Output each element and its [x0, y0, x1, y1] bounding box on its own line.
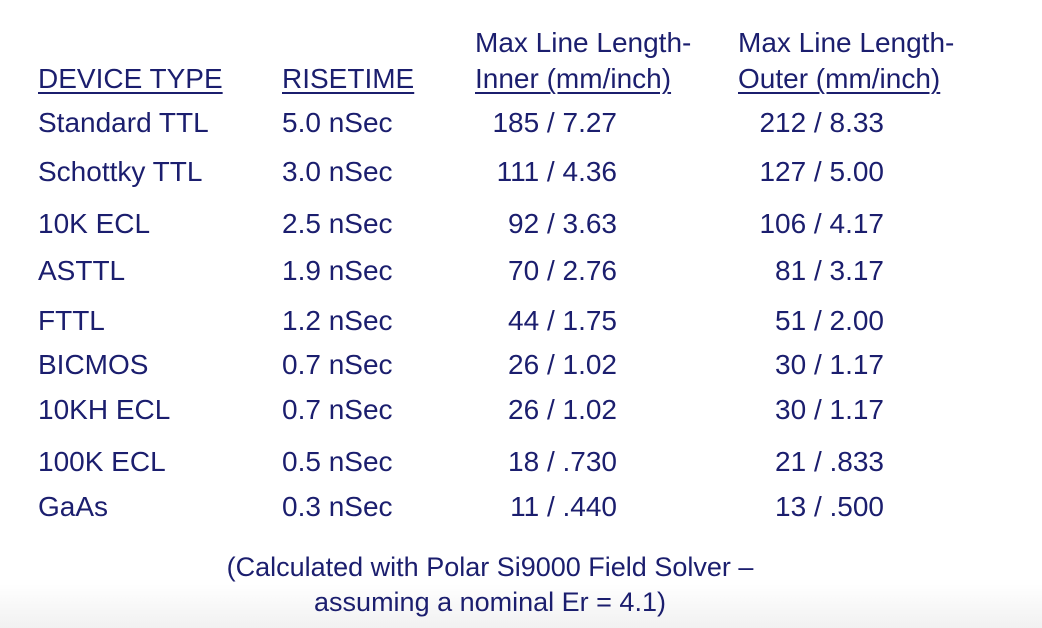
risetime-cell: 1.9 nSec [282, 255, 393, 286]
header-risetime: RISETIME [282, 63, 415, 94]
risetime-cell: 0.3 nSec [282, 491, 393, 522]
table-row: 10KH ECL 0.7 nSec 26 / 1.02 30 / 1.17 [0, 393, 1042, 427]
device-cell: GaAs [38, 491, 109, 522]
device-cell: 10K ECL [38, 208, 151, 239]
footnote-line1: (Calculated with Polar Si9000 Field Solv… [226, 552, 754, 582]
device-cell: ASTTL [38, 255, 126, 286]
risetime-cell: 5.0 nSec [282, 107, 393, 138]
inner-length-cell: 18 / .730 [508, 446, 617, 477]
device-cell: Schottky TTL [38, 156, 203, 187]
risetime-cell: 1.2 nSec [282, 305, 393, 336]
device-cell: BICMOS [38, 349, 149, 380]
header-inner-line1: Max Line Length- [475, 27, 692, 58]
inner-length-cell: 111 / 4.36 [496, 156, 617, 187]
inner-length-cell: 26 / 1.02 [508, 394, 617, 425]
header-device-type: DEVICE TYPE [38, 63, 223, 94]
table-row: 100K ECL 0.5 nSec 18 / .730 21 / .833 [0, 445, 1042, 479]
table-row: BICMOS 0.7 nSec 26 / 1.02 30 / 1.17 [0, 348, 1042, 382]
footnote-line2: assuming a nominal Er = 4.1) [314, 587, 666, 617]
header-outer-line1: Max Line Length- [738, 27, 955, 58]
outer-length-cell: 30 / 1.17 [775, 394, 884, 425]
table-row: Schottky TTL 3.0 nSec 111 / 4.36 127 / 5… [0, 155, 1042, 189]
table-row: FTTL 1.2 nSec 44 / 1.75 51 / 2.00 [0, 304, 1042, 338]
device-cell: 100K ECL [38, 446, 166, 477]
table-row: GaAs 0.3 nSec 11 / .440 13 / .500 [0, 490, 1042, 524]
risetime-cell: 0.7 nSec [282, 394, 393, 425]
device-cell: 10KH ECL [38, 394, 171, 425]
outer-length-cell: 106 / 4.17 [759, 208, 884, 239]
outer-length-cell: 81 / 3.17 [775, 255, 884, 286]
inner-length-cell: 44 / 1.75 [508, 305, 617, 336]
inner-length-cell: 26 / 1.02 [508, 349, 617, 380]
table-row: ASTTL 1.9 nSec 70 / 2.76 81 / 3.17 [0, 254, 1042, 288]
outer-length-cell: 13 / .500 [775, 491, 884, 522]
device-cell: FTTL [38, 305, 105, 336]
table-row: Standard TTL 5.0 nSec 185 / 7.27 212 / 8… [0, 106, 1042, 140]
risetime-cell: 0.7 nSec [282, 349, 393, 380]
header-outer-line2: Outer (mm/inch) [738, 63, 941, 94]
risetime-cell: 3.0 nSec [282, 156, 393, 187]
inner-length-cell: 185 / 7.27 [492, 107, 617, 138]
table-row: 10K ECL 2.5 nSec 92 / 3.63 106 / 4.17 [0, 207, 1042, 241]
risetime-cell: 2.5 nSec [282, 208, 393, 239]
outer-length-cell: 51 / 2.00 [775, 305, 884, 336]
outer-length-cell: 21 / .833 [775, 446, 884, 477]
risetime-cell: 0.5 nSec [282, 446, 393, 477]
outer-length-cell: 212 / 8.33 [759, 107, 884, 138]
inner-length-cell: 70 / 2.76 [508, 255, 617, 286]
outer-length-cell: 127 / 5.00 [759, 156, 884, 187]
header-inner-line2: Inner (mm/inch) [475, 63, 672, 94]
device-cell: Standard TTL [38, 107, 209, 138]
inner-length-cell: 92 / 3.63 [508, 208, 617, 239]
outer-length-cell: 30 / 1.17 [775, 349, 884, 380]
inner-length-cell: 11 / .440 [510, 491, 617, 522]
